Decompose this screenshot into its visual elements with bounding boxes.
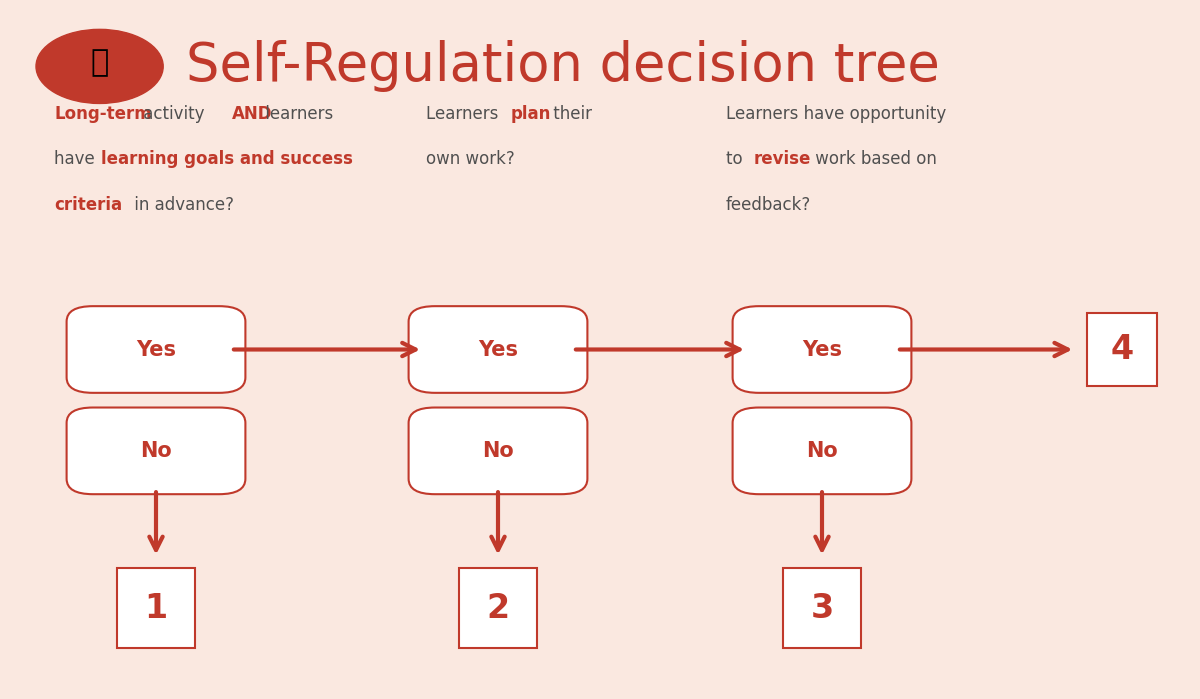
Text: revise: revise [754, 150, 811, 168]
FancyBboxPatch shape [1087, 313, 1157, 386]
FancyBboxPatch shape [732, 306, 912, 393]
Text: No: No [806, 441, 838, 461]
Text: activity: activity [138, 105, 210, 123]
Text: have: have [54, 150, 100, 168]
FancyBboxPatch shape [408, 408, 588, 494]
Text: learners: learners [260, 105, 334, 123]
Text: Yes: Yes [802, 340, 842, 359]
FancyBboxPatch shape [784, 568, 862, 649]
FancyBboxPatch shape [732, 408, 912, 494]
Text: 3: 3 [810, 591, 834, 625]
Text: No: No [482, 441, 514, 461]
FancyBboxPatch shape [458, 568, 538, 649]
FancyBboxPatch shape [118, 568, 194, 649]
Text: work based on: work based on [810, 150, 937, 168]
Text: Self-Regulation decision tree: Self-Regulation decision tree [186, 41, 940, 92]
Text: AND: AND [232, 105, 272, 123]
FancyBboxPatch shape [67, 306, 246, 393]
Text: feedback?: feedback? [726, 196, 811, 214]
Text: Long-term: Long-term [54, 105, 151, 123]
Text: plan: plan [510, 105, 551, 123]
Text: criteria: criteria [54, 196, 122, 214]
Text: 2: 2 [486, 591, 510, 625]
Text: in advance?: in advance? [128, 196, 234, 214]
Text: Learners have opportunity: Learners have opportunity [726, 105, 947, 123]
Text: 1: 1 [144, 591, 168, 625]
FancyBboxPatch shape [67, 408, 246, 494]
Text: Learners: Learners [426, 105, 504, 123]
Text: 🧑: 🧑 [90, 48, 109, 78]
Text: their: their [547, 105, 592, 123]
Text: No: No [140, 441, 172, 461]
Text: Yes: Yes [136, 340, 176, 359]
Text: to: to [726, 150, 748, 168]
Text: own work?: own work? [426, 150, 515, 168]
Text: learning goals and success: learning goals and success [101, 150, 353, 168]
Text: 4: 4 [1110, 333, 1134, 366]
Circle shape [36, 29, 163, 103]
Text: Yes: Yes [478, 340, 518, 359]
FancyBboxPatch shape [408, 306, 588, 393]
